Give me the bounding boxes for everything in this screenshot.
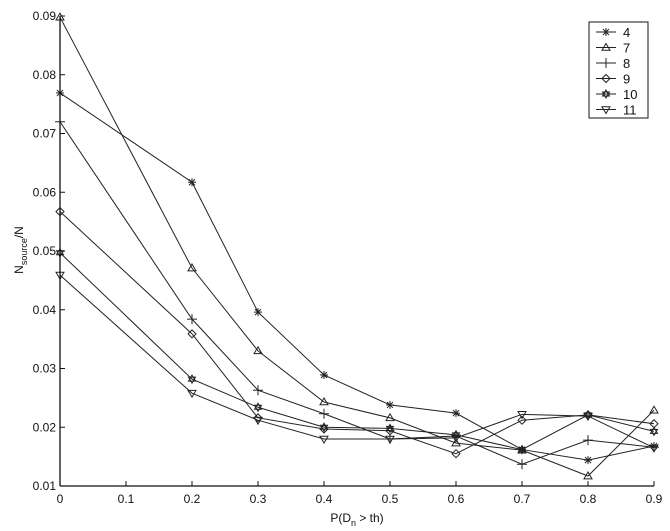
x-tick-label: 0.7 bbox=[514, 492, 531, 506]
y-tick-label: 0.07 bbox=[33, 127, 57, 141]
hexagram-marker-icon bbox=[385, 423, 395, 434]
hexagram-marker-icon bbox=[253, 402, 263, 413]
legend-label: 7 bbox=[623, 41, 630, 56]
plus-marker-icon bbox=[601, 58, 611, 68]
triangle-up-marker-icon bbox=[187, 263, 197, 272]
triangle-down-marker-icon bbox=[517, 411, 527, 420]
asterisk-marker-icon bbox=[452, 409, 460, 418]
diamond-marker-icon bbox=[601, 73, 611, 84]
triangle-down-marker-icon bbox=[583, 412, 593, 422]
x-tick-label: 0.2 bbox=[184, 492, 201, 506]
plot-area bbox=[55, 12, 659, 480]
diamond-marker-icon bbox=[187, 329, 197, 339]
series-line bbox=[59, 274, 655, 449]
x-tick-label: 0.9 bbox=[646, 492, 663, 506]
series-11 bbox=[55, 271, 659, 453]
diamond-marker-icon bbox=[451, 448, 461, 459]
series-line bbox=[59, 121, 655, 465]
plus-marker-icon bbox=[517, 459, 527, 470]
y-tick-label: 0.04 bbox=[33, 303, 57, 317]
series-9 bbox=[55, 206, 659, 459]
asterisk-marker-icon bbox=[320, 370, 328, 379]
triangle-up-marker-icon bbox=[451, 438, 461, 447]
triangle-up-marker-icon bbox=[253, 345, 263, 355]
triangle-down-marker-icon bbox=[451, 434, 461, 443]
y-tick-label: 0.06 bbox=[33, 185, 57, 199]
triangle-down-marker-icon bbox=[601, 106, 611, 115]
legend-label: 4 bbox=[623, 25, 630, 40]
series-line bbox=[59, 252, 655, 451]
diamond-marker-icon bbox=[517, 415, 527, 425]
legend-box bbox=[588, 21, 649, 119]
legend-item: 11 bbox=[596, 103, 637, 118]
x-tick-label: 0.4 bbox=[316, 492, 333, 506]
plus-marker-icon bbox=[187, 314, 197, 325]
legend-label: 11 bbox=[623, 103, 637, 118]
asterisk-marker-icon bbox=[386, 400, 394, 409]
y-tick-label: 0.05 bbox=[33, 244, 57, 258]
series-7 bbox=[55, 12, 659, 480]
x-axis-label: P(Dn > th) bbox=[330, 511, 383, 528]
series-line bbox=[59, 211, 655, 455]
legend-item: 4 bbox=[596, 25, 630, 40]
asterisk-marker-icon bbox=[584, 456, 592, 465]
y-tick-label: 0.03 bbox=[33, 362, 57, 376]
legend-label: 10 bbox=[623, 87, 637, 102]
series-line bbox=[59, 16, 655, 477]
y-tick-label: 0.02 bbox=[33, 420, 57, 434]
x-tick-label: 0.5 bbox=[382, 492, 399, 506]
asterisk-marker-icon bbox=[188, 178, 196, 187]
hexagram-marker-icon bbox=[319, 422, 329, 433]
x-axis: 0 0.1 0.2 0.3 0.4 0.5 0.6 0.7 0.8 0.9 bbox=[57, 481, 663, 506]
series-10 bbox=[55, 247, 659, 455]
legend-item: 10 bbox=[596, 87, 637, 102]
triangle-up-marker-icon bbox=[319, 397, 329, 406]
plus-marker-icon bbox=[253, 385, 263, 396]
triangle-up-marker-icon bbox=[583, 471, 593, 480]
asterisk-marker-icon bbox=[254, 308, 262, 317]
plus-marker-icon bbox=[319, 408, 329, 419]
triangle-up-marker-icon bbox=[649, 405, 659, 414]
triangle-down-marker-icon bbox=[253, 416, 263, 426]
legend-item: 9 bbox=[596, 72, 630, 87]
x-tick-label: 0 bbox=[57, 492, 64, 506]
triangle-down-marker-icon bbox=[319, 435, 329, 444]
legend-label: 9 bbox=[623, 72, 630, 87]
hexagram-marker-icon bbox=[517, 444, 527, 455]
triangle-up-marker-icon bbox=[385, 412, 395, 422]
legend-item: 8 bbox=[596, 56, 630, 71]
y-tick-label: 0.08 bbox=[33, 68, 57, 82]
triangle-down-marker-icon bbox=[649, 444, 659, 453]
legend-label: 8 bbox=[623, 56, 630, 71]
y-axis-label: Nsource/N bbox=[12, 226, 29, 274]
y-tick-label: 0.09 bbox=[33, 9, 57, 23]
triangle-up-marker-icon bbox=[601, 42, 611, 51]
hexagram-marker-icon bbox=[187, 374, 197, 385]
asterisk-marker-icon bbox=[602, 28, 610, 36]
triangle-down-marker-icon bbox=[187, 389, 197, 399]
plus-marker-icon bbox=[583, 435, 593, 446]
hexagram-marker-icon bbox=[649, 426, 659, 437]
x-tick-label: 0.1 bbox=[118, 492, 135, 506]
hexagram-marker-icon bbox=[451, 429, 461, 440]
plus-marker-icon bbox=[649, 442, 659, 453]
series-line bbox=[59, 92, 655, 461]
triangle-down-marker-icon bbox=[385, 435, 395, 444]
series-4 bbox=[56, 88, 658, 465]
x-tick-label: 0.6 bbox=[448, 492, 465, 506]
legend-item: 7 bbox=[596, 41, 630, 56]
y-tick-label: 0.01 bbox=[33, 479, 57, 493]
y-axis: 0.01 0.02 0.03 0.04 0.05 0.06 0.07 0.08 0.09 bbox=[33, 9, 65, 493]
diamond-marker-icon bbox=[253, 413, 263, 423]
x-tick-label: 0.3 bbox=[250, 492, 267, 506]
x-tick-label: 0.8 bbox=[580, 492, 597, 506]
hexagram-marker-icon bbox=[601, 89, 611, 99]
